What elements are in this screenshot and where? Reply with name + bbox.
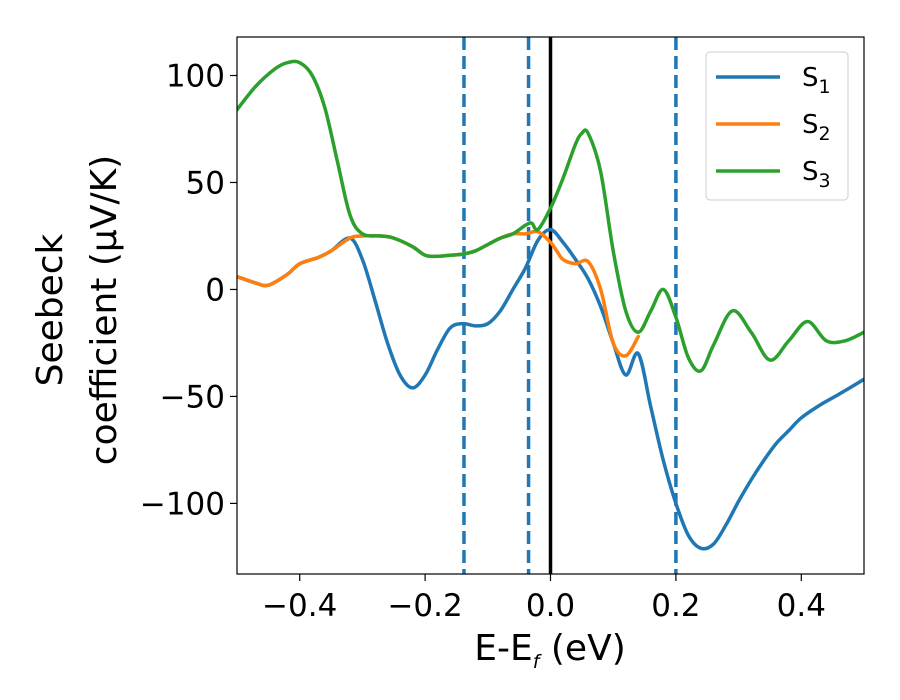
legend-label-s3-sub: 3 [819, 170, 831, 192]
x-axis-title-sub: f [533, 651, 543, 673]
x-axis-ticks: −0.4 −0.2 0.0 0.2 0.4 [262, 574, 826, 624]
y-axis-ticks: 100 50 0 −50 −100 [140, 59, 237, 522]
legend-label-s1: S1 [802, 63, 831, 98]
y-axis-title: Seebeck coefficient (μV/K) [30, 155, 125, 465]
legend-label-s2-main: S [802, 110, 819, 140]
x-tick-label: −0.2 [387, 588, 462, 624]
legend-label-s3-main: S [802, 157, 819, 187]
series-line-s1 [237, 227, 864, 551]
reference-lines-group [462, 37, 678, 574]
x-axis-title: E-Ef (eV) [474, 628, 626, 673]
y-tick-label: 50 [186, 165, 225, 201]
x-tick-label: 0.0 [526, 588, 575, 624]
series-line-s3 [237, 59, 864, 373]
y-tick-label: −50 [160, 379, 225, 415]
legend-label-s3: S3 [802, 157, 831, 192]
x-tick-label: −0.4 [262, 588, 337, 624]
legend-label-s2: S2 [802, 110, 831, 145]
x-axis-title-unit: (eV) [539, 628, 625, 669]
legend-label-s1-main: S [802, 63, 819, 93]
series-lines-group [237, 59, 864, 551]
x-tick-label: 0.4 [777, 588, 826, 624]
x-axis-title-main: E-E [474, 628, 532, 669]
legend-label-s2-sub: 2 [819, 123, 831, 145]
y-tick-label: 0 [205, 272, 225, 308]
legend-box [705, 51, 849, 201]
legend: S1 S2 S3 [705, 51, 849, 201]
x-tick-label: 0.2 [651, 588, 700, 624]
y-axis-title-line2: coefficient (μV/K) [84, 155, 125, 465]
y-axis-title-line1: Seebeck [30, 233, 71, 386]
legend-label-s1-sub: 1 [819, 76, 831, 98]
y-tick-label: 100 [166, 59, 225, 95]
y-tick-label: −100 [140, 486, 225, 522]
